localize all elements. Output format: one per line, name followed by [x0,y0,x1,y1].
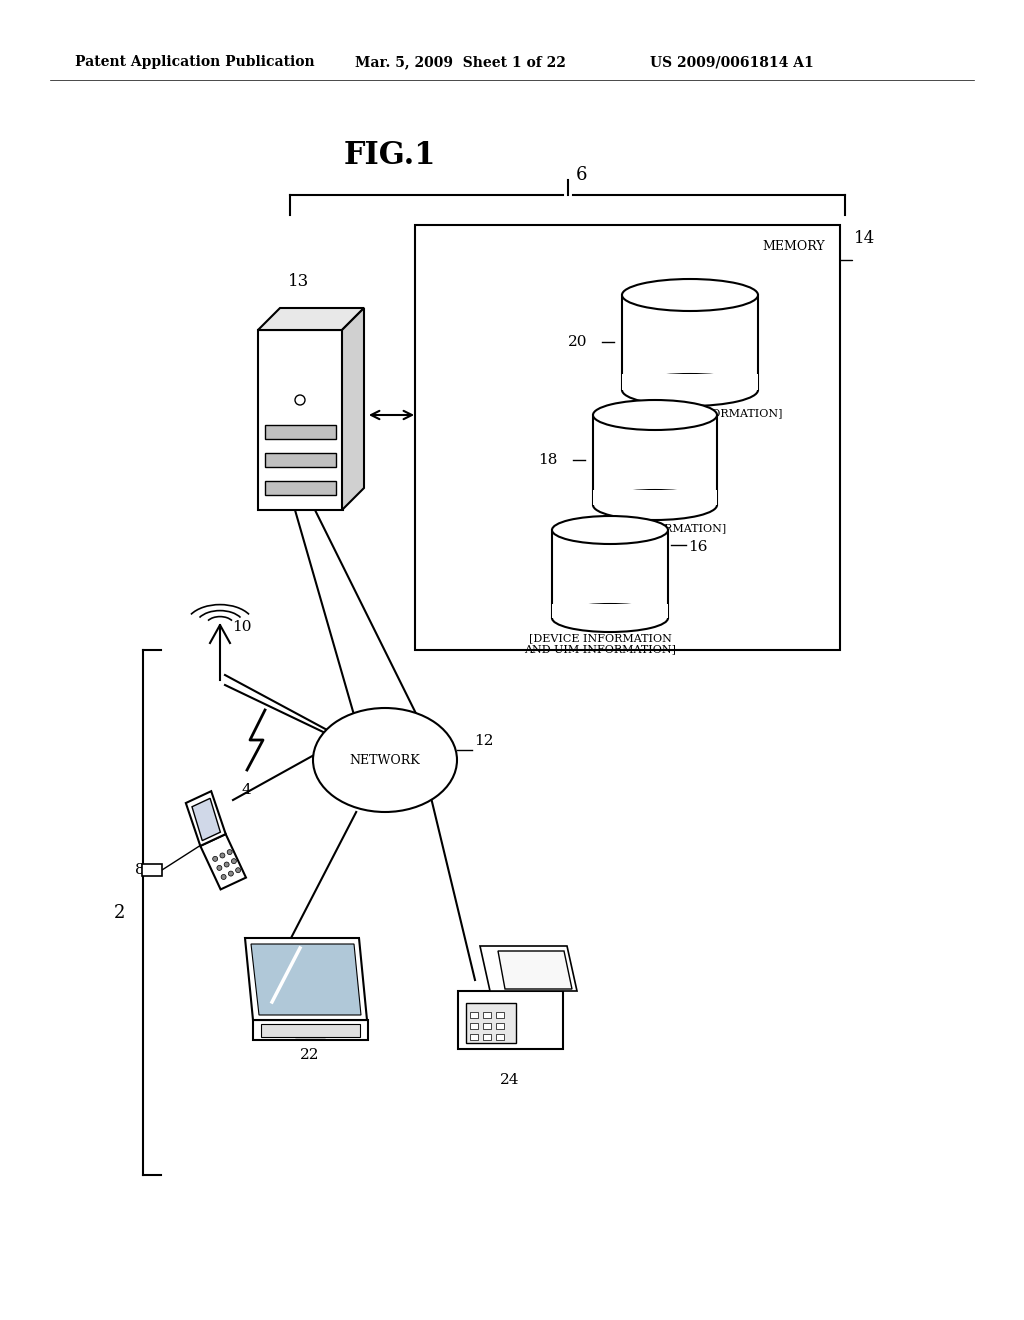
Bar [483,1023,490,1030]
Circle shape [227,850,232,854]
Circle shape [217,866,222,870]
Circle shape [224,862,229,867]
Text: 20: 20 [567,335,587,348]
Text: 12: 12 [474,734,494,748]
Ellipse shape [313,708,457,812]
Text: 10: 10 [232,620,252,634]
Text: NETWORK: NETWORK [349,754,421,767]
Ellipse shape [552,516,668,544]
Bar [142,865,162,876]
Bar [253,1020,368,1040]
Ellipse shape [552,605,668,632]
Text: 8: 8 [135,863,144,876]
Text: 4: 4 [241,783,251,797]
Bar [496,1023,504,1030]
Bar [496,1012,504,1018]
Polygon shape [251,944,361,1015]
Polygon shape [201,834,246,890]
Bar [415,224,840,649]
Bar [622,374,758,389]
Bar [258,330,343,510]
Bar [483,1034,490,1040]
Polygon shape [245,939,367,1020]
Bar [622,294,758,389]
Bar [265,425,336,440]
Bar [470,1023,478,1030]
Circle shape [228,871,233,876]
Circle shape [213,857,218,862]
Ellipse shape [593,490,717,520]
Text: 14: 14 [854,230,876,247]
Ellipse shape [622,279,758,312]
Bar [552,605,668,618]
Bar [496,1034,504,1040]
Text: US 2009/0061814 A1: US 2009/0061814 A1 [650,55,814,69]
Text: [DEVICE INFORMATION
AND UIM INFORMATION]: [DEVICE INFORMATION AND UIM INFORMATION] [524,634,676,655]
Bar [593,414,717,506]
Text: 18: 18 [539,453,558,467]
Text: [ABUSE INFORMATION]: [ABUSE INFORMATION] [584,523,726,533]
Circle shape [220,853,225,858]
Text: FIG.1: FIG.1 [344,140,436,170]
Text: 22: 22 [300,1048,319,1063]
Text: 16: 16 [688,540,708,554]
Ellipse shape [622,374,758,407]
Text: 13: 13 [288,273,309,290]
Ellipse shape [593,400,717,430]
Bar [261,1024,360,1038]
Polygon shape [498,950,572,989]
Bar [458,991,563,1049]
Polygon shape [480,946,577,991]
Bar [265,480,336,495]
Bar [470,1012,478,1018]
Polygon shape [258,308,364,330]
Text: 24: 24 [501,1073,520,1086]
Text: Patent Application Publication: Patent Application Publication [75,55,314,69]
Text: 6: 6 [575,166,587,183]
Circle shape [236,867,241,873]
Circle shape [231,858,237,863]
Bar [466,1003,516,1043]
Circle shape [295,395,305,405]
Text: Mar. 5, 2009  Sheet 1 of 22: Mar. 5, 2009 Sheet 1 of 22 [355,55,566,69]
Text: 2: 2 [114,903,125,921]
Bar [593,490,717,506]
Circle shape [221,874,226,879]
Polygon shape [191,799,220,841]
Bar [295,1026,325,1038]
Bar [265,453,336,467]
Text: [LOSS REPORT INFORMATION]: [LOSS REPORT INFORMATION] [598,408,782,418]
Bar [483,1012,490,1018]
Polygon shape [185,791,225,846]
Text: MEMORY: MEMORY [763,240,825,253]
Bar [552,531,668,618]
Bar [470,1034,478,1040]
Polygon shape [342,308,364,510]
